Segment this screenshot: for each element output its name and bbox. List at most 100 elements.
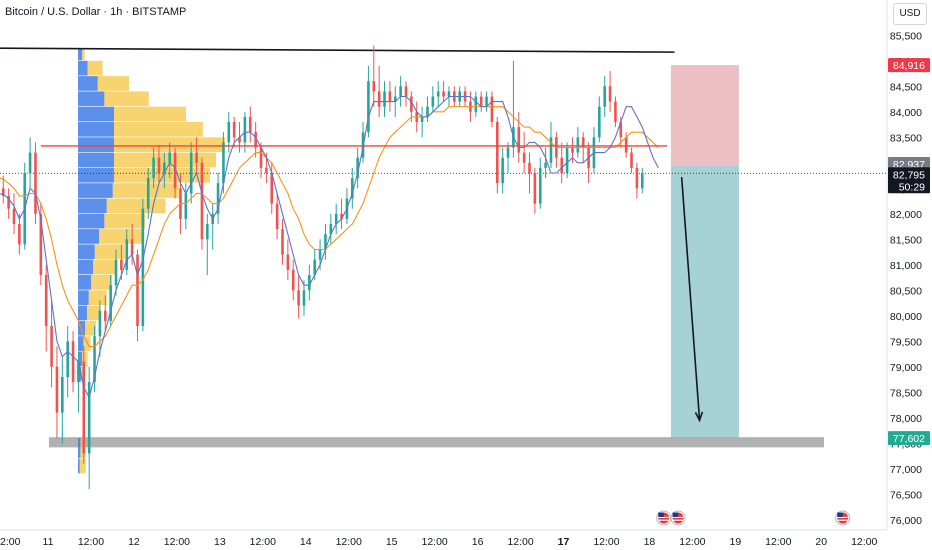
volume-profile-buy-bar [78, 336, 84, 351]
candle-body [216, 183, 220, 214]
candle-body [163, 162, 166, 173]
time-tick-label: 20 [815, 536, 827, 548]
candle-body [340, 213, 343, 219]
candle-body [560, 157, 564, 173]
candle-body [388, 91, 392, 102]
price-tag-dark [888, 179, 930, 194]
candle-body [447, 91, 451, 97]
candle-body [544, 162, 547, 168]
candle-body [61, 377, 64, 413]
time-tick-label: 12:00 [765, 536, 791, 548]
candle-body [265, 167, 268, 173]
currency-button[interactable]: USD [893, 3, 927, 25]
stop-loss-zone[interactable] [670, 65, 739, 167]
time-tick-label: 2:00 [0, 536, 21, 548]
volume-profile-sell-bar [99, 229, 144, 244]
take-profit-zone[interactable] [670, 166, 739, 439]
candle-body [351, 178, 354, 199]
candle-body [189, 152, 193, 194]
candle-body [82, 361, 86, 454]
candle-body [281, 229, 284, 255]
candle-body [98, 310, 102, 337]
candle-body [399, 86, 402, 97]
time-tick-label: 12:00 [164, 536, 190, 548]
candle-body [608, 86, 612, 102]
moving-average-slow-line [0, 106, 659, 347]
resistance-line[interactable] [0, 47, 675, 53]
price-tick-label: 80,500 [890, 285, 922, 297]
candle-body [173, 152, 177, 189]
us-flag-event-icon[interactable] [835, 510, 851, 526]
volume-profile-sell-bar [104, 213, 146, 229]
candle-body [571, 147, 574, 153]
candle-body [528, 162, 531, 173]
candle-body [490, 96, 494, 122]
candle-body [297, 290, 300, 306]
time-tick-label: 12:00 [78, 536, 104, 548]
candle-body [28, 152, 32, 173]
volume-profile-buy-bar [78, 244, 95, 260]
candle-body [270, 173, 274, 204]
volume-profile-buy-bar [78, 137, 114, 152]
candle-body [168, 152, 172, 163]
candle-body [243, 116, 247, 143]
candle-body [71, 341, 75, 383]
price-tick-label: 76,000 [890, 515, 922, 527]
candle-body [329, 224, 333, 235]
time-tick-label: 12:00 [336, 536, 362, 548]
price-tick-label: 78,500 [890, 387, 922, 399]
volume-profile-sell-bar [112, 183, 179, 198]
time-tick-label: 14 [300, 536, 312, 548]
volume-profile-sell-bar [104, 91, 149, 107]
projection-arrow-line[interactable] [680, 177, 701, 421]
volume-profile-sell-bar [106, 198, 166, 214]
candle-body [506, 147, 510, 158]
support-zone[interactable] [49, 437, 824, 448]
price-tag-label: 77,602 [893, 433, 925, 445]
volume-profile-buy-bar [78, 320, 86, 336]
volume-profile-sell-bar [91, 275, 113, 290]
volume-profile-sell-bar [94, 244, 125, 260]
candle-body [184, 193, 188, 219]
volume-profile-sell-bar [114, 167, 210, 183]
event-icon-stripe [672, 516, 684, 518]
candle-body [125, 239, 129, 270]
candle-body [630, 152, 633, 168]
moving-average-fast-line [0, 95, 659, 399]
candle-body [141, 208, 145, 326]
volume-profile-sell-bar [93, 259, 117, 275]
volume-profile-sell-bar [114, 106, 186, 122]
candle-body [522, 152, 526, 163]
us-flag-event-icon[interactable] [656, 510, 672, 526]
volume-profile-buy-bar [78, 290, 89, 305]
candle-body [248, 116, 252, 133]
candle-body [206, 224, 209, 240]
time-tick-label: 18 [644, 536, 656, 548]
candle-body [238, 137, 241, 143]
time-tick-label: 11 [43, 536, 54, 548]
candle-body [426, 106, 429, 117]
time-tick-label: 17 [558, 536, 570, 548]
volume-profile-sell-bar [82, 351, 88, 367]
candle-body [420, 116, 424, 122]
volume-profile-buy-bar [78, 438, 81, 458]
candle-body [431, 96, 435, 107]
price-tick-label: 84,500 [890, 81, 922, 93]
price-tick-label: 81,000 [890, 260, 922, 272]
symbol-title: Bitcoin / U.S. Dollar · 1h · BITSTAMP [5, 6, 187, 18]
candle-body [120, 259, 123, 270]
price-tag-red [888, 58, 930, 73]
time-tick-label: 13 [214, 536, 226, 548]
volume-profile-buy-bar [78, 229, 99, 244]
candle-body [44, 275, 48, 326]
time-tick-label: 19 [730, 536, 742, 548]
candle-body [334, 213, 338, 224]
us-flag-event-icon[interactable] [670, 510, 686, 526]
volume-profile-sell-bar [83, 336, 91, 351]
price-tick-label: 85,500 [890, 30, 922, 42]
price-axis-panel[interactable] [887, 0, 932, 550]
time-tick-label: 12:00 [250, 536, 276, 548]
candle-body [39, 213, 43, 275]
candle-body [404, 86, 408, 97]
